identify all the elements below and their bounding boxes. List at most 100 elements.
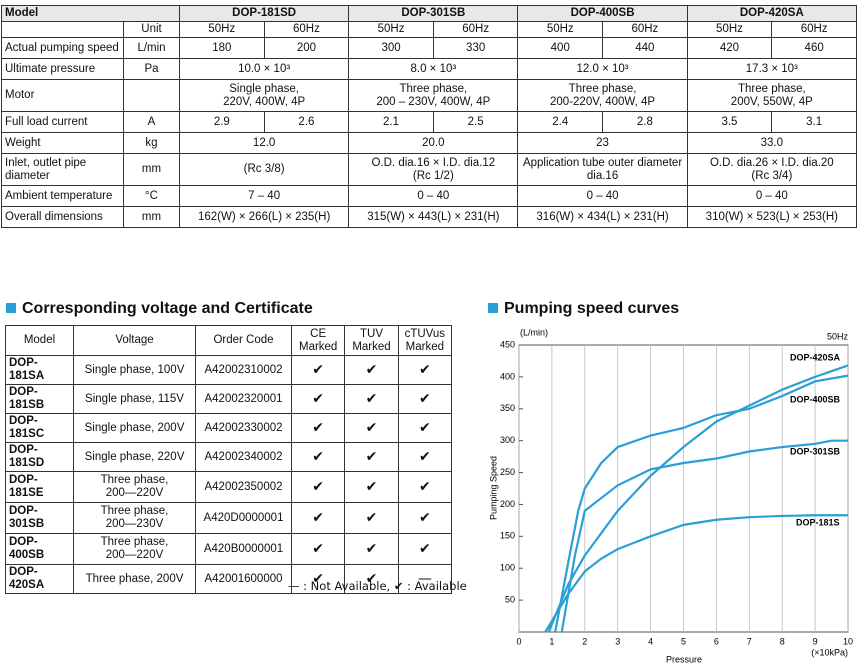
cell: 60Hz (263, 21, 350, 38)
cell: ✔ (290, 384, 346, 414)
cell: 12.0 (179, 132, 350, 154)
x-tick-label: 5 (681, 636, 686, 646)
x-tick-label: 1 (549, 636, 554, 646)
unit-cell: mm (122, 153, 181, 186)
unit-row: Unit 50Hz 60Hz 50Hz 60Hz 50Hz 60Hz 50Hz 60Hz (1, 21, 857, 38)
cell: 2.1 (348, 111, 434, 133)
spec-row: Ultimate pressure Pa 10.0 × 10³ 8.0 × 10³ 12… (1, 58, 858, 80)
x-tick-label: 6 (714, 636, 719, 646)
cert-row: DOP-181SB Single phase, 115V A42002320001 ✔… (5, 384, 453, 414)
cell: Three phase, 200-220V, 400W, 4P (517, 79, 688, 112)
cell: DOP-420SA (5, 564, 74, 594)
header-cell: DOP-181SD (179, 5, 350, 22)
row-label: Inlet, outlet pipe diameter (1, 153, 124, 186)
cell: ✔ (290, 471, 346, 503)
unit-cell: Pa (122, 58, 181, 80)
cell: A420B0000001 (195, 533, 292, 565)
cell: Single phase, 115V (73, 384, 196, 414)
y-axis-label: Pumping Speed (488, 456, 498, 520)
cell: 162(W) × 266(L) × 235(H) (179, 206, 350, 228)
cell: 440 (602, 37, 688, 59)
cert-row: DOP-181SE Three phase, 200—220V A420023500… (5, 471, 453, 503)
cell: A420D0000001 (195, 502, 292, 534)
cell: ✔ (397, 442, 453, 472)
cell: Single phase, 200V (73, 413, 196, 443)
cell: Three phase, 200V, 550W, 4P (686, 79, 858, 112)
y-tick-label: 400 (500, 371, 515, 381)
cell: 2.9 (179, 111, 265, 133)
row-label: Ultimate pressure (1, 58, 124, 80)
series-label: DOP-301SB (790, 446, 841, 456)
curve (560, 439, 848, 633)
cell: Single phase, 220V, 400W, 4P (179, 79, 350, 112)
cell: ✔ (290, 564, 346, 594)
cell: 330 (432, 37, 519, 59)
annotation: 50Hz (827, 331, 849, 341)
cell: ✔ (344, 442, 399, 472)
unit-cell: kg (122, 132, 181, 154)
cell: ✔ (397, 533, 453, 565)
cell: 2.6 (263, 111, 350, 133)
x-tick-label: 10 (843, 636, 853, 646)
cell: DOP-181SD (5, 442, 74, 472)
header-cell: CE Marked (290, 325, 346, 356)
spec-row: Ambient temperature °C 7 – 40 0 – 40 0 – 40 0… (1, 185, 858, 207)
x-tick-label: 2 (582, 636, 587, 646)
cell: Unit (122, 21, 181, 38)
cell: Three phase, 200 – 230V, 400W, 4P (348, 79, 519, 112)
x-tick-label: 4 (648, 636, 653, 646)
x-tick-label: 8 (780, 636, 785, 646)
cell: ✔ (344, 413, 399, 443)
header-cell: DOP-301SB (348, 5, 519, 22)
cell: 12.0 × 10³ (517, 58, 688, 80)
cell: 50Hz (348, 21, 434, 38)
cell: O.D. dia.16 × I.D. dia.12 (Rc 1/2) (348, 153, 519, 186)
cell: ✔ (344, 502, 399, 534)
cell: ✔ (344, 355, 399, 385)
series-label: DOP-181S (796, 517, 840, 527)
unit-cell: L/min (122, 37, 181, 59)
cell: 50Hz (179, 21, 265, 38)
cell: A42002350002 (195, 471, 292, 503)
y-unit: (L/min) (520, 327, 548, 337)
cell: 200 (263, 37, 350, 59)
cell: 300 (348, 37, 434, 59)
row-label: Full load current (1, 111, 124, 133)
cell: ✔ (290, 413, 346, 443)
cert-row: DOP-301SB Three phase, 200—230V A420D00000… (5, 502, 453, 534)
row-label: Motor (1, 79, 124, 112)
chart: 0 1 2 3 4 5 6 7 8 9 10 50 100 150 200 250 300 350 400 450 (L… (488, 327, 853, 664)
header-cell: DOP-400SB (517, 5, 688, 22)
cell: ✔ (397, 471, 453, 503)
header-cell: Model (5, 325, 74, 356)
cert-row: DOP-181SC Single phase, 200V A42002330002 ✔… (5, 413, 453, 443)
cell: Three phase, 200—220V (73, 471, 196, 503)
cell: Application tube outer diameter dia.16 (517, 153, 688, 186)
cell: Three phase, 200V (73, 564, 196, 594)
curve (554, 374, 849, 633)
y-tick-label: 300 (500, 435, 515, 445)
cell: A42001600000 (195, 564, 292, 594)
row-label: Weight (1, 132, 124, 154)
cert-row: DOP-400SB Three phase, 200—220V A420B00000… (5, 533, 453, 565)
cell: 460 (771, 37, 857, 59)
cell: 400 (517, 37, 604, 59)
cell: 2.4 (517, 111, 604, 133)
chart-title: Pumping speed curves (488, 300, 679, 318)
cell: 23 (517, 132, 688, 154)
cell: ✔ (344, 533, 399, 565)
cell: 0 – 40 (517, 185, 688, 207)
cell: 316(W) × 434(L) × 231(H) (517, 206, 688, 228)
x-tick-label: 0 (516, 636, 521, 646)
y-tick-label: 350 (500, 403, 515, 413)
cell: 315(W) × 443(L) × 231(H) (348, 206, 519, 228)
cell: A42002340002 (195, 442, 292, 472)
spec-row: Actual pumping speed L/min 180 200 300 330 400… (1, 37, 857, 59)
cell: ✔ (397, 384, 453, 414)
x-tick-label: 7 (747, 636, 752, 646)
cell: 10.0 × 10³ (179, 58, 350, 80)
x-tick-label: 3 (615, 636, 620, 646)
cell: 180 (179, 37, 265, 59)
legend-note: — : Not Available, ✔ : Available (288, 579, 467, 593)
header-cell: Order Code (195, 325, 292, 356)
